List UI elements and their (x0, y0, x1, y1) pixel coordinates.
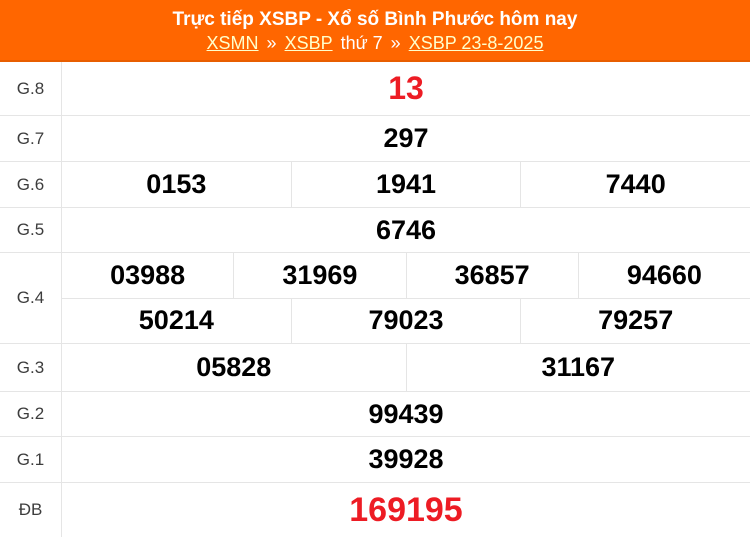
prize-sub-row: 50214 79023 79257 (62, 297, 750, 343)
breadcrumb-separator: » (390, 33, 401, 53)
prize-number: 0153 (146, 169, 207, 199)
prize-label: G.1 (0, 437, 62, 482)
page-title: Trực tiếp XSBP - Xổ số Bình Phước hôm na… (172, 9, 578, 30)
prize-number: 79257 (520, 298, 750, 343)
prize-row-g1: G.1 39928 (0, 437, 750, 483)
prize-number: 6746 (375, 214, 437, 245)
prize-number: 05828 (196, 352, 272, 382)
prize-values: 99439 (62, 392, 750, 436)
prize-values: 0153 1941 7440 (62, 162, 750, 207)
prize-number: 50214 (138, 305, 214, 336)
prize-number: 31167 (405, 344, 750, 391)
breadcrumb: XSMN » XSBP thứ 7 » XSBP 23-8-2025 (0, 31, 750, 55)
prize-sub-row: 39928 (62, 437, 750, 482)
prize-sub-row: 13 (62, 62, 750, 115)
prize-number: 79023 (290, 298, 521, 343)
prize-row-g6: G.6 0153 1941 7440 (0, 162, 750, 208)
prize-number: 1941 (290, 162, 521, 207)
prize-number: 31969 (233, 253, 405, 298)
prize-sub-row: 169195 (62, 483, 750, 537)
prize-label: G.2 (0, 392, 62, 436)
results-table: G.8 13 G.7 297 G.6 0153 1941 7440 G.5 6746 G.4 0398… (0, 62, 750, 537)
prize-label: G.7 (0, 116, 62, 161)
prize-number: 169195 (349, 490, 463, 529)
prize-number: 297 (383, 123, 429, 153)
prize-number: 39928 (368, 444, 444, 474)
prize-sub-row: 6746 (62, 208, 750, 252)
prize-label: G.8 (0, 62, 62, 115)
prize-sub-row: 03988 31969 36857 94660 (62, 253, 750, 298)
prize-label: G.6 (0, 162, 62, 207)
prize-sub-row: 297 (62, 116, 750, 161)
prize-label: ĐB (0, 483, 62, 537)
prize-row-g7: G.7 297 (0, 116, 750, 162)
page-header: Trực tiếp XSBP - Xổ số Bình Phước hôm na… (0, 0, 750, 62)
prize-number: 36857 (405, 253, 578, 298)
prize-label: G.4 (0, 253, 62, 343)
breadcrumb-link[interactable]: XSBP 23-8-2025 (408, 33, 544, 53)
prize-number: 13 (388, 70, 424, 106)
breadcrumb-separator: » (266, 33, 277, 53)
prize-values: 297 (62, 116, 750, 161)
prize-values: 39928 (62, 437, 750, 482)
prize-values: 6746 (62, 208, 750, 252)
prize-row-g3: G.3 05828 31167 (0, 344, 750, 392)
prize-row-db: ĐB 169195 (0, 483, 750, 537)
prize-row-g5: G.5 6746 (0, 208, 750, 253)
prize-row-g8: G.8 13 (0, 62, 750, 116)
prize-values: 13 (62, 62, 750, 115)
prize-values: 169195 (62, 483, 750, 537)
prize-number: 03988 (110, 259, 186, 290)
breadcrumb-link[interactable]: XSBP (284, 33, 333, 53)
prize-values: 03988 31969 36857 94660 50214 79023 79257 (62, 253, 750, 343)
prize-label: G.5 (0, 208, 62, 252)
prize-sub-row: 99439 (62, 392, 750, 436)
prize-sub-row: 0153 1941 7440 (62, 162, 750, 207)
breadcrumb-separator: thứ 7 (340, 33, 383, 53)
prize-number: 94660 (577, 253, 750, 298)
prize-values: 05828 31167 (62, 344, 750, 391)
prize-sub-row: 05828 31167 (62, 344, 750, 391)
prize-row-g4: G.4 03988 31969 36857 94660 50214 79023 79257 (0, 253, 750, 344)
breadcrumb-link[interactable]: XSMN (206, 33, 259, 53)
prize-number: 99439 (368, 398, 444, 429)
prize-label: G.3 (0, 344, 62, 391)
prize-number: 7440 (520, 162, 750, 207)
prize-row-g2: G.2 99439 (0, 392, 750, 437)
